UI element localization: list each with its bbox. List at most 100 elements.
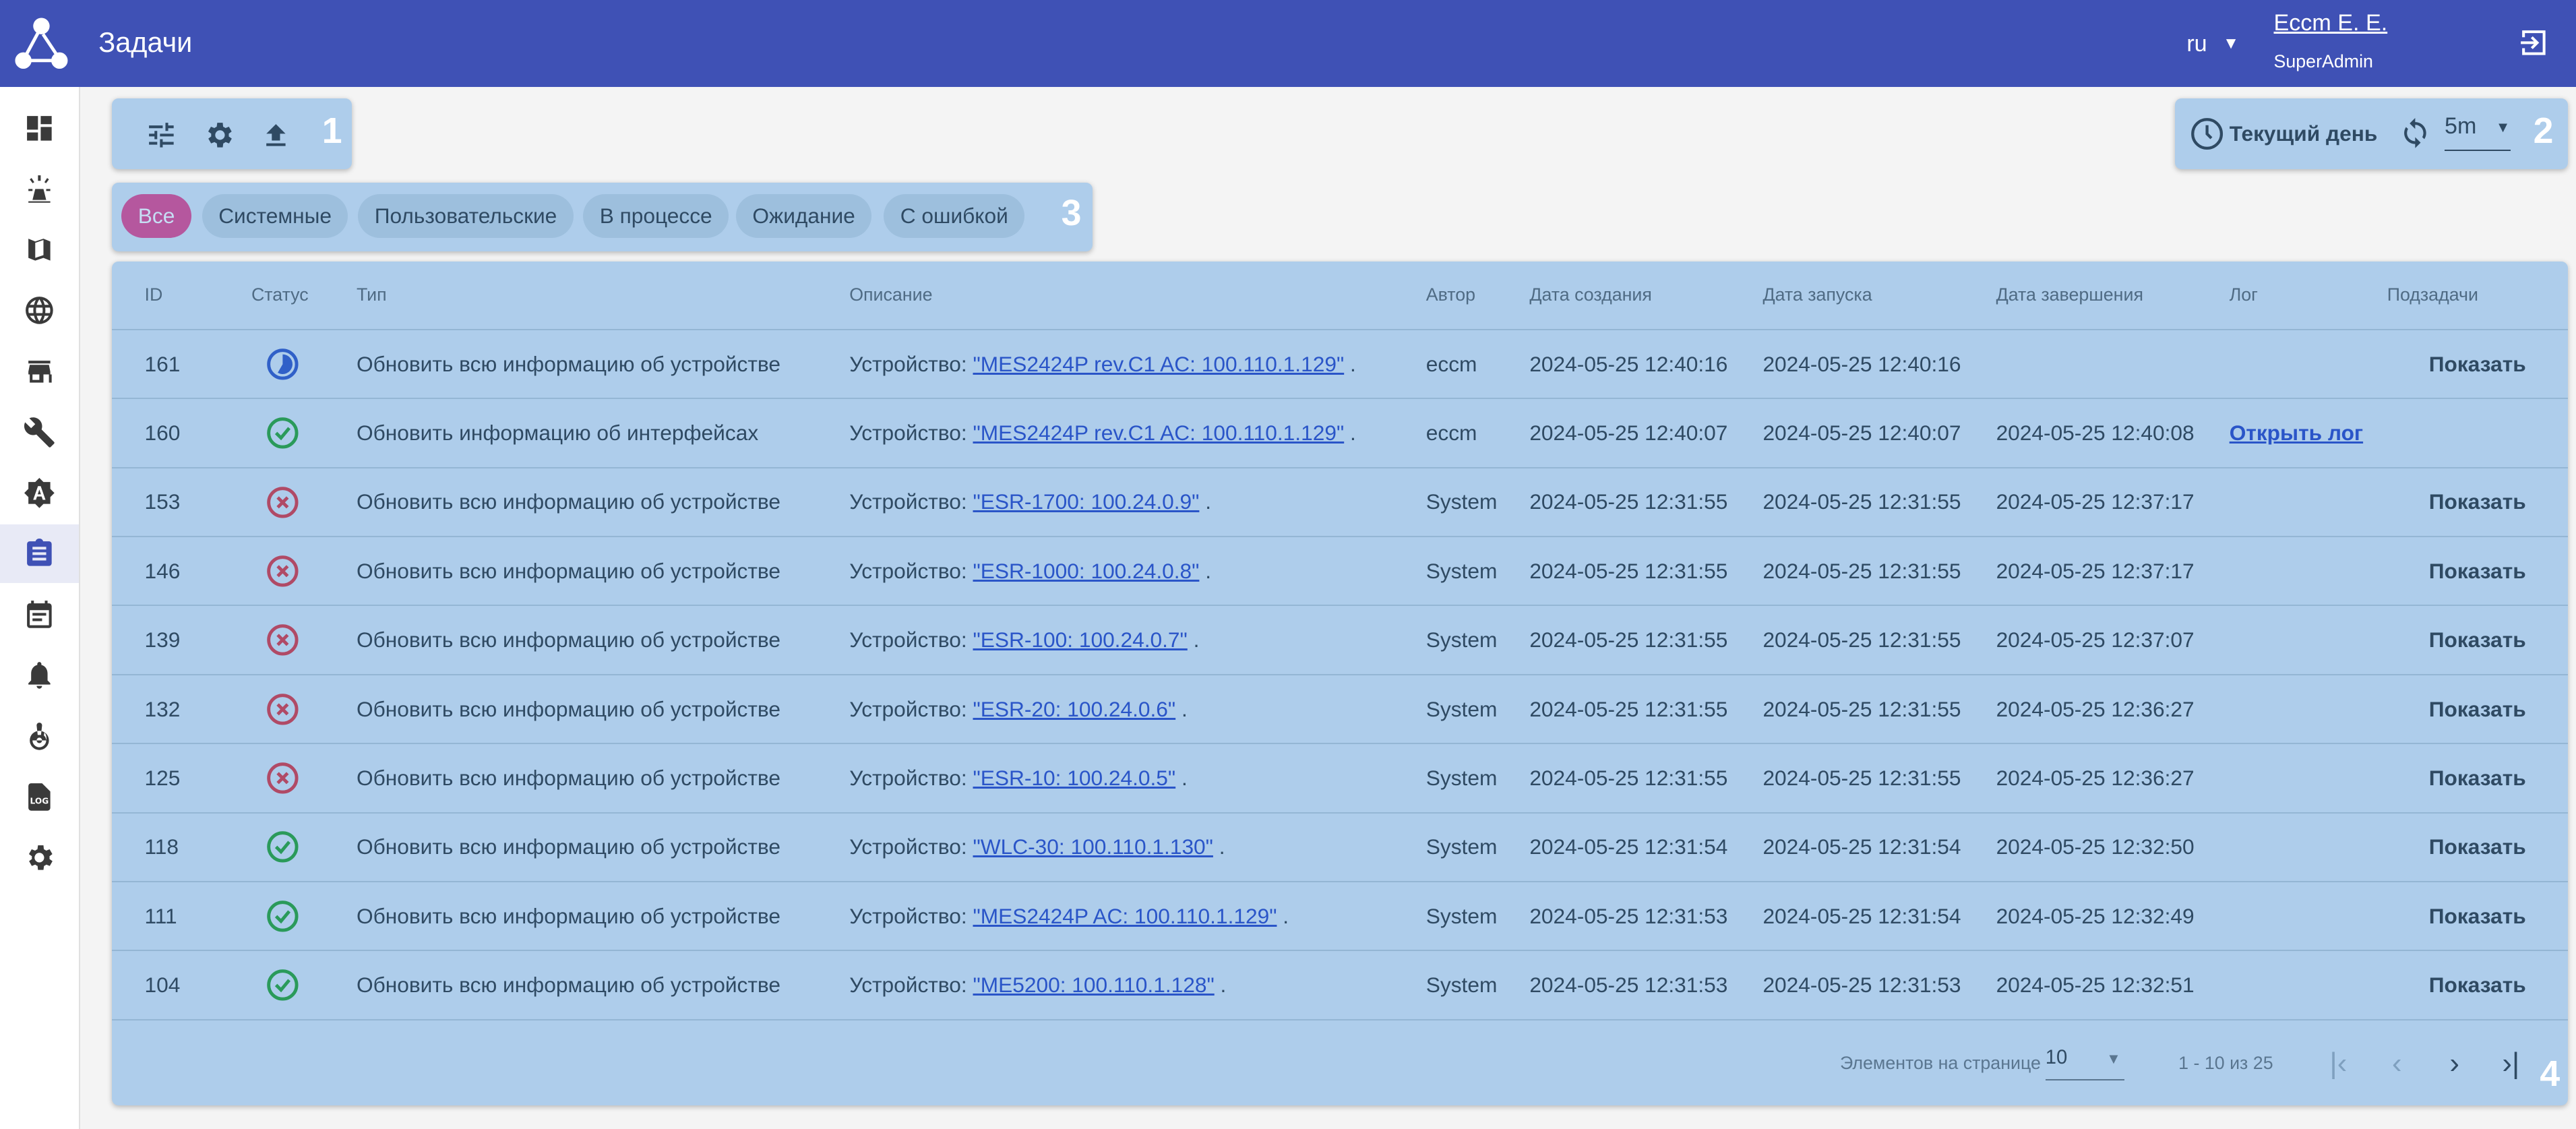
language-select[interactable]: ru [2186, 31, 2207, 57]
sidebar-item-log-file[interactable]: LOG [0, 767, 79, 826]
status-cell [251, 969, 357, 1002]
callout-number: 4 [2540, 1054, 2560, 1095]
table-row[interactable]: 146 Обновить всю информацию об устройстве… [111, 537, 2568, 607]
table-row[interactable]: 125 Обновить всю информацию об устройстве… [111, 744, 2568, 814]
user-name-link[interactable]: Eccm E. E. [2273, 9, 2388, 36]
app-logo-icon[interactable] [13, 16, 69, 72]
sidebar-item-globe[interactable] [0, 281, 79, 340]
table-row[interactable]: 104 Обновить всю информацию об устройстве… [111, 951, 2568, 1020]
status-cell [251, 486, 357, 519]
column-header: Дата завершения [1996, 284, 2143, 305]
device-link[interactable]: "MES2424P AC: 100.110.1.129" [973, 903, 1277, 928]
first-page-icon[interactable]: |‹ [2329, 1046, 2348, 1080]
sidebar-item-bell[interactable] [0, 646, 79, 705]
sidebar-item-dashboard[interactable] [0, 98, 79, 158]
bell-icon [28, 662, 51, 690]
caret-down-icon: ▼ [2495, 118, 2511, 135]
show-subtasks-button[interactable]: Показать [2428, 903, 2526, 928]
task-type: Обновить всю информацию об устройстве [356, 834, 780, 859]
device-link[interactable]: "ESR-100: 100.24.0.7" [973, 628, 1188, 652]
sidebar-item-alarm[interactable] [0, 159, 79, 218]
created-date: 2024-05-25 12:31:55 [1529, 696, 1728, 721]
show-subtasks-button[interactable]: Показать [2428, 351, 2526, 376]
sidebar-item-map[interactable] [0, 220, 79, 280]
created-date: 2024-05-25 12:31:53 [1529, 903, 1728, 928]
status-error-icon [267, 762, 299, 794]
task-author: eccm [1425, 421, 1477, 445]
column-header: Лог [2229, 284, 2258, 305]
sidebar: LOG [0, 87, 80, 1129]
finished-date: 2024-05-25 12:32:49 [1996, 903, 2195, 928]
filter-chip[interactable]: Ожидание [736, 193, 872, 239]
last-page-icon[interactable]: ›| [2502, 1046, 2520, 1080]
show-subtasks-button[interactable]: Показать [2428, 489, 2526, 514]
show-subtasks-button[interactable]: Показать [2428, 558, 2526, 583]
sidebar-item-wrench[interactable] [0, 402, 79, 462]
time-range-button[interactable]: Текущий день [2229, 121, 2378, 146]
device-link[interactable]: "ESR-1000: 100.24.0.8" [973, 558, 1200, 583]
table-row[interactable]: 153 Обновить всю информацию об устройстве… [111, 468, 2568, 538]
table-row[interactable]: 161 Обновить всю информацию об устройстве… [111, 330, 2568, 400]
description-prefix: Устройство: [849, 696, 973, 721]
filter-chip[interactable]: С ошибкой [884, 193, 1025, 239]
description-prefix: Устройство: [849, 903, 973, 928]
device-link[interactable]: "MES2424P rev.C1 AC: 100.110.1.129" [973, 421, 1345, 445]
show-subtasks-button[interactable]: Показать [2428, 696, 2526, 721]
column-header: Статус [251, 284, 309, 305]
sidebar-item-settings[interactable] [0, 828, 79, 888]
callout-number: 3 [1061, 193, 1082, 234]
device-link[interactable]: "ESR-10: 100.24.0.5" [973, 765, 1176, 790]
status-success-icon [267, 969, 299, 1001]
auto-mode-icon [24, 477, 55, 508]
filter-chip[interactable]: Пользовательские [358, 193, 574, 239]
table-row[interactable]: 139 Обновить всю информацию об устройстве… [111, 606, 2568, 675]
task-description: Устройство: "ESR-10: 100.24.0.5" . [849, 765, 1188, 790]
show-subtasks-button[interactable]: Показать [2428, 834, 2526, 859]
sidebar-item-store[interactable] [0, 342, 79, 401]
callout-number: 1 [321, 111, 342, 152]
device-link[interactable]: "ME5200: 100.110.1.128" [973, 973, 1215, 997]
sidebar-item-calendar[interactable] [0, 585, 79, 644]
started-date: 2024-05-25 12:31:55 [1762, 765, 1961, 790]
show-subtasks-button[interactable]: Показать [2428, 765, 2526, 790]
gear-icon[interactable] [202, 119, 235, 152]
task-description: Устройство: "ME5200: 100.110.1.128" . [849, 973, 1227, 997]
description-prefix: Устройство: [849, 765, 973, 790]
upload-icon[interactable] [259, 119, 293, 152]
open-log-link[interactable]: Открыть лог [2230, 421, 2387, 446]
prev-page-icon[interactable]: ‹ [2392, 1046, 2402, 1080]
task-description: Устройство: "WLC-30: 100.110.1.130" . [849, 834, 1225, 859]
sidebar-item-tasks[interactable] [0, 524, 79, 584]
device-link[interactable]: "MES2424P rev.C1 AC: 100.110.1.129" [973, 351, 1345, 376]
next-page-icon[interactable]: › [2449, 1046, 2459, 1080]
globe-icon [26, 297, 53, 324]
clock-icon [2191, 118, 2224, 150]
status-success-icon [267, 900, 299, 932]
filter-chip[interactable]: Системные [202, 193, 348, 239]
filter-chip[interactable]: В процессе [583, 193, 729, 239]
show-subtasks-button[interactable]: Показать [2428, 973, 2526, 997]
table-row[interactable]: 111 Обновить всю информацию об устройстве… [111, 882, 2568, 952]
logout-icon[interactable] [2517, 26, 2550, 59]
filter-settings-icon[interactable] [145, 119, 178, 152]
target-icon [30, 722, 49, 750]
device-link[interactable]: "ESR-1700: 100.24.0.9" [973, 489, 1200, 514]
per-page-select[interactable]: 10 ▼ [2045, 1047, 2124, 1081]
table-row[interactable]: 132 Обновить всю информацию об устройстве… [111, 675, 2568, 745]
sidebar-item-auto-mode[interactable] [0, 463, 79, 522]
device-link[interactable]: "ESR-20: 100.24.0.6" [973, 696, 1176, 721]
filter-chip[interactable]: Все [121, 193, 191, 239]
open-log-text[interactable]: Открыть лог [2229, 421, 2364, 445]
device-link[interactable]: "WLC-30: 100.110.1.130" [973, 834, 1213, 859]
sidebar-item-target[interactable] [0, 706, 79, 766]
status-error-icon [267, 693, 299, 725]
refresh-icon[interactable] [2399, 117, 2432, 150]
task-id: 160 [144, 421, 181, 445]
alarm-icon [28, 175, 51, 203]
task-description: Устройство: "ESR-1000: 100.24.0.8" . [849, 558, 1212, 583]
refresh-interval-select[interactable]: 5m ▼ [2445, 113, 2511, 151]
caret-down-icon[interactable]: ▼ [2222, 34, 2240, 53]
show-subtasks-button[interactable]: Показать [2428, 628, 2526, 652]
table-row[interactable]: 160 Обновить информацию об интерфейсах Уст… [111, 399, 2568, 468]
table-row[interactable]: 118 Обновить всю информацию об устройстве… [111, 814, 2568, 882]
